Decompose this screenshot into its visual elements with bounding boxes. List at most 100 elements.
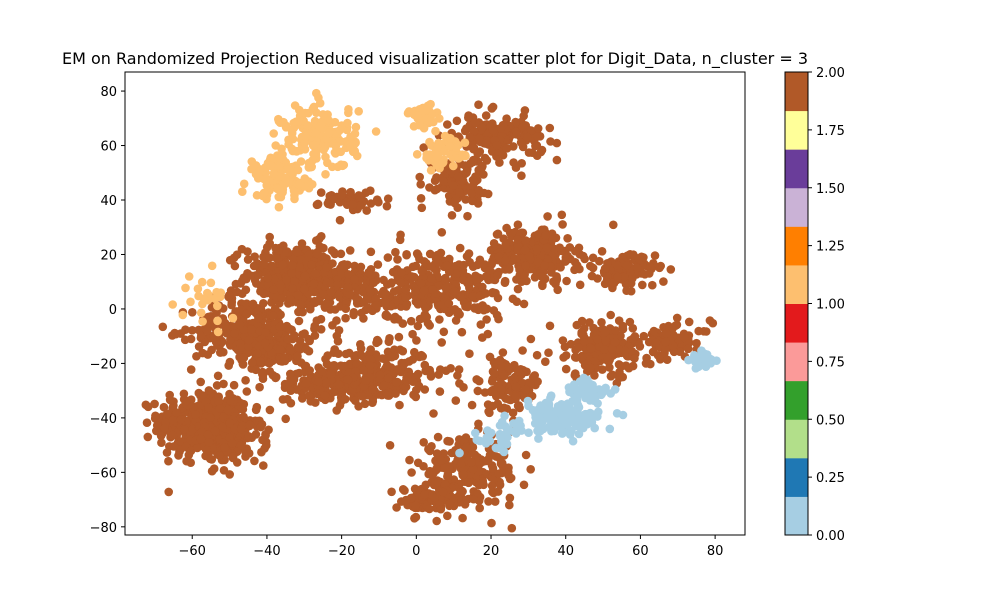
scatter-point-cluster-2: [227, 439, 237, 448]
scatter-point-cluster-2: [357, 351, 367, 361]
scatter-point-cluster-2: [365, 361, 375, 370]
scatter-point-cluster-2: [206, 413, 215, 423]
scatter-point-cluster-2: [541, 231, 550, 240]
scatter-point-cluster-2: [512, 130, 521, 139]
scatter-point-cluster-2: [197, 331, 206, 340]
scatter-point-cluster-2: [611, 326, 620, 335]
scatter-point-cluster-2: [412, 385, 421, 395]
scatter-point-cluster-2: [276, 310, 285, 320]
scatter-point-cluster-1: [312, 88, 321, 98]
scatter-point-cluster-2: [416, 194, 426, 203]
scatter-point-cluster-1: [292, 147, 302, 156]
scatter-point-cluster-2: [420, 490, 429, 499]
scatter-point-cluster-1: [293, 165, 303, 175]
scatter-point-cluster-2: [559, 353, 568, 362]
scatter-point-cluster-1: [351, 138, 360, 148]
scatter-point-cluster-2: [315, 242, 325, 251]
scatter-point-cluster-2: [269, 285, 278, 294]
scatter-point-cluster-2: [359, 366, 368, 375]
scatter-point-cluster-1: [415, 120, 424, 130]
scatter-point-cluster-0: [524, 428, 533, 438]
scatter-point-cluster-1: [413, 111, 422, 120]
scatter-point-cluster-2: [265, 405, 275, 415]
scatter-point-cluster-1: [197, 277, 207, 287]
scatter-point-cluster-2: [597, 318, 606, 327]
scatter-point-cluster-2: [546, 137, 555, 146]
scatter-point-cluster-2: [247, 325, 256, 334]
scatter-point-cluster-2: [432, 449, 442, 458]
scatter-point-cluster-2: [368, 384, 378, 394]
scatter-point-cluster-2: [320, 391, 330, 400]
scatter-point-cluster-2: [263, 279, 273, 289]
scatter-point-cluster-1: [254, 167, 264, 176]
scatter-point-cluster-2: [661, 337, 670, 347]
scatter-point-cluster-2: [493, 229, 503, 239]
scatter-point-cluster-2: [475, 134, 484, 143]
colorbar: 0.00 0.25 0.50 0.75 1.00 1.25 1.50 1.75 2.00: [784, 66, 845, 544]
scatter-point-cluster-2: [229, 380, 239, 390]
scatter-point-cluster-2: [411, 287, 420, 296]
scatter-point-cluster-2: [469, 143, 479, 152]
colorbar-segment: [785, 149, 808, 189]
scatter-point-cluster-2: [296, 299, 305, 309]
scatter-point-cluster-2: [341, 304, 351, 314]
scatter-point-cluster-2: [256, 422, 266, 432]
scatter-point-cluster-2: [214, 397, 224, 407]
scatter-point-cluster-0: [581, 410, 590, 420]
scatter-point-cluster-1: [273, 184, 282, 194]
scatter-point-cluster-1: [206, 278, 216, 288]
scatter-point-cluster-2: [174, 451, 183, 460]
scatter-point-cluster-2: [314, 377, 323, 386]
scatter-point-cluster-2: [496, 385, 506, 394]
scatter-point-cluster-2: [588, 263, 598, 273]
scatter-point-cluster-1: [213, 301, 222, 311]
scatter-point-cluster-2: [382, 361, 392, 370]
scatter-point-cluster-2: [335, 215, 345, 225]
scatter-point-cluster-2: [193, 443, 202, 453]
scatter-point-cluster-2: [316, 325, 326, 334]
colorbar-segment: [785, 72, 808, 112]
scatter-point-cluster-2: [645, 269, 654, 278]
scatter-point-cluster-2: [430, 176, 440, 185]
scatter-point-cluster-2: [478, 282, 487, 292]
scatter-point-cluster-2: [286, 369, 295, 379]
scatter-point-cluster-2: [511, 117, 520, 127]
scatter-point-cluster-2: [297, 239, 307, 248]
scatter-point-cluster-2: [272, 254, 281, 263]
scatter-point-cluster-0: [568, 436, 578, 446]
scatter-point-cluster-1: [431, 126, 440, 136]
scatter-point-cluster-2: [232, 250, 242, 259]
scatter-point-cluster-2: [387, 352, 397, 362]
scatter-point-cluster-2: [499, 404, 508, 414]
scatter-point-cluster-0: [684, 355, 693, 365]
scatter-point-cluster-2: [509, 158, 518, 167]
scatter-point-cluster-2: [182, 396, 191, 406]
scatter-point-cluster-2: [634, 254, 643, 264]
scatter-point-cluster-2: [334, 326, 344, 335]
scatter-point-cluster-2: [165, 395, 175, 405]
scatter-point-cluster-2: [485, 352, 495, 362]
scatter-point-cluster-2: [326, 369, 336, 379]
scatter-point-cluster-1: [261, 168, 270, 177]
scatter-point-cluster-2: [251, 365, 261, 375]
scatter-point-cluster-2: [562, 276, 571, 286]
scatter-point-cluster-2: [213, 371, 223, 381]
scatter-point-cluster-1: [449, 161, 458, 171]
scatter-point-cluster-2: [459, 470, 468, 479]
scatter-point-cluster-2: [462, 124, 471, 133]
scatter-point-cluster-1: [193, 284, 203, 294]
scatter-point-cluster-2: [467, 400, 477, 410]
scatter-point-cluster-2: [372, 300, 382, 310]
scatter-point-cluster-0: [534, 434, 543, 443]
scatter-point-cluster-2: [407, 272, 416, 281]
scatter-point-cluster-2: [168, 415, 178, 425]
scatter-point-cluster-2: [396, 230, 405, 240]
scatter-point-cluster-2: [452, 116, 462, 126]
scatter-point-cluster-2: [661, 344, 670, 354]
scatter-point-cluster-2: [552, 155, 562, 165]
scatter-point-cluster-1: [269, 129, 279, 138]
scatter-point-cluster-2: [232, 458, 242, 467]
scatter-point-cluster-2: [265, 358, 275, 368]
scatter-point-cluster-2: [307, 260, 316, 270]
scatter-point-cluster-2: [561, 364, 571, 374]
